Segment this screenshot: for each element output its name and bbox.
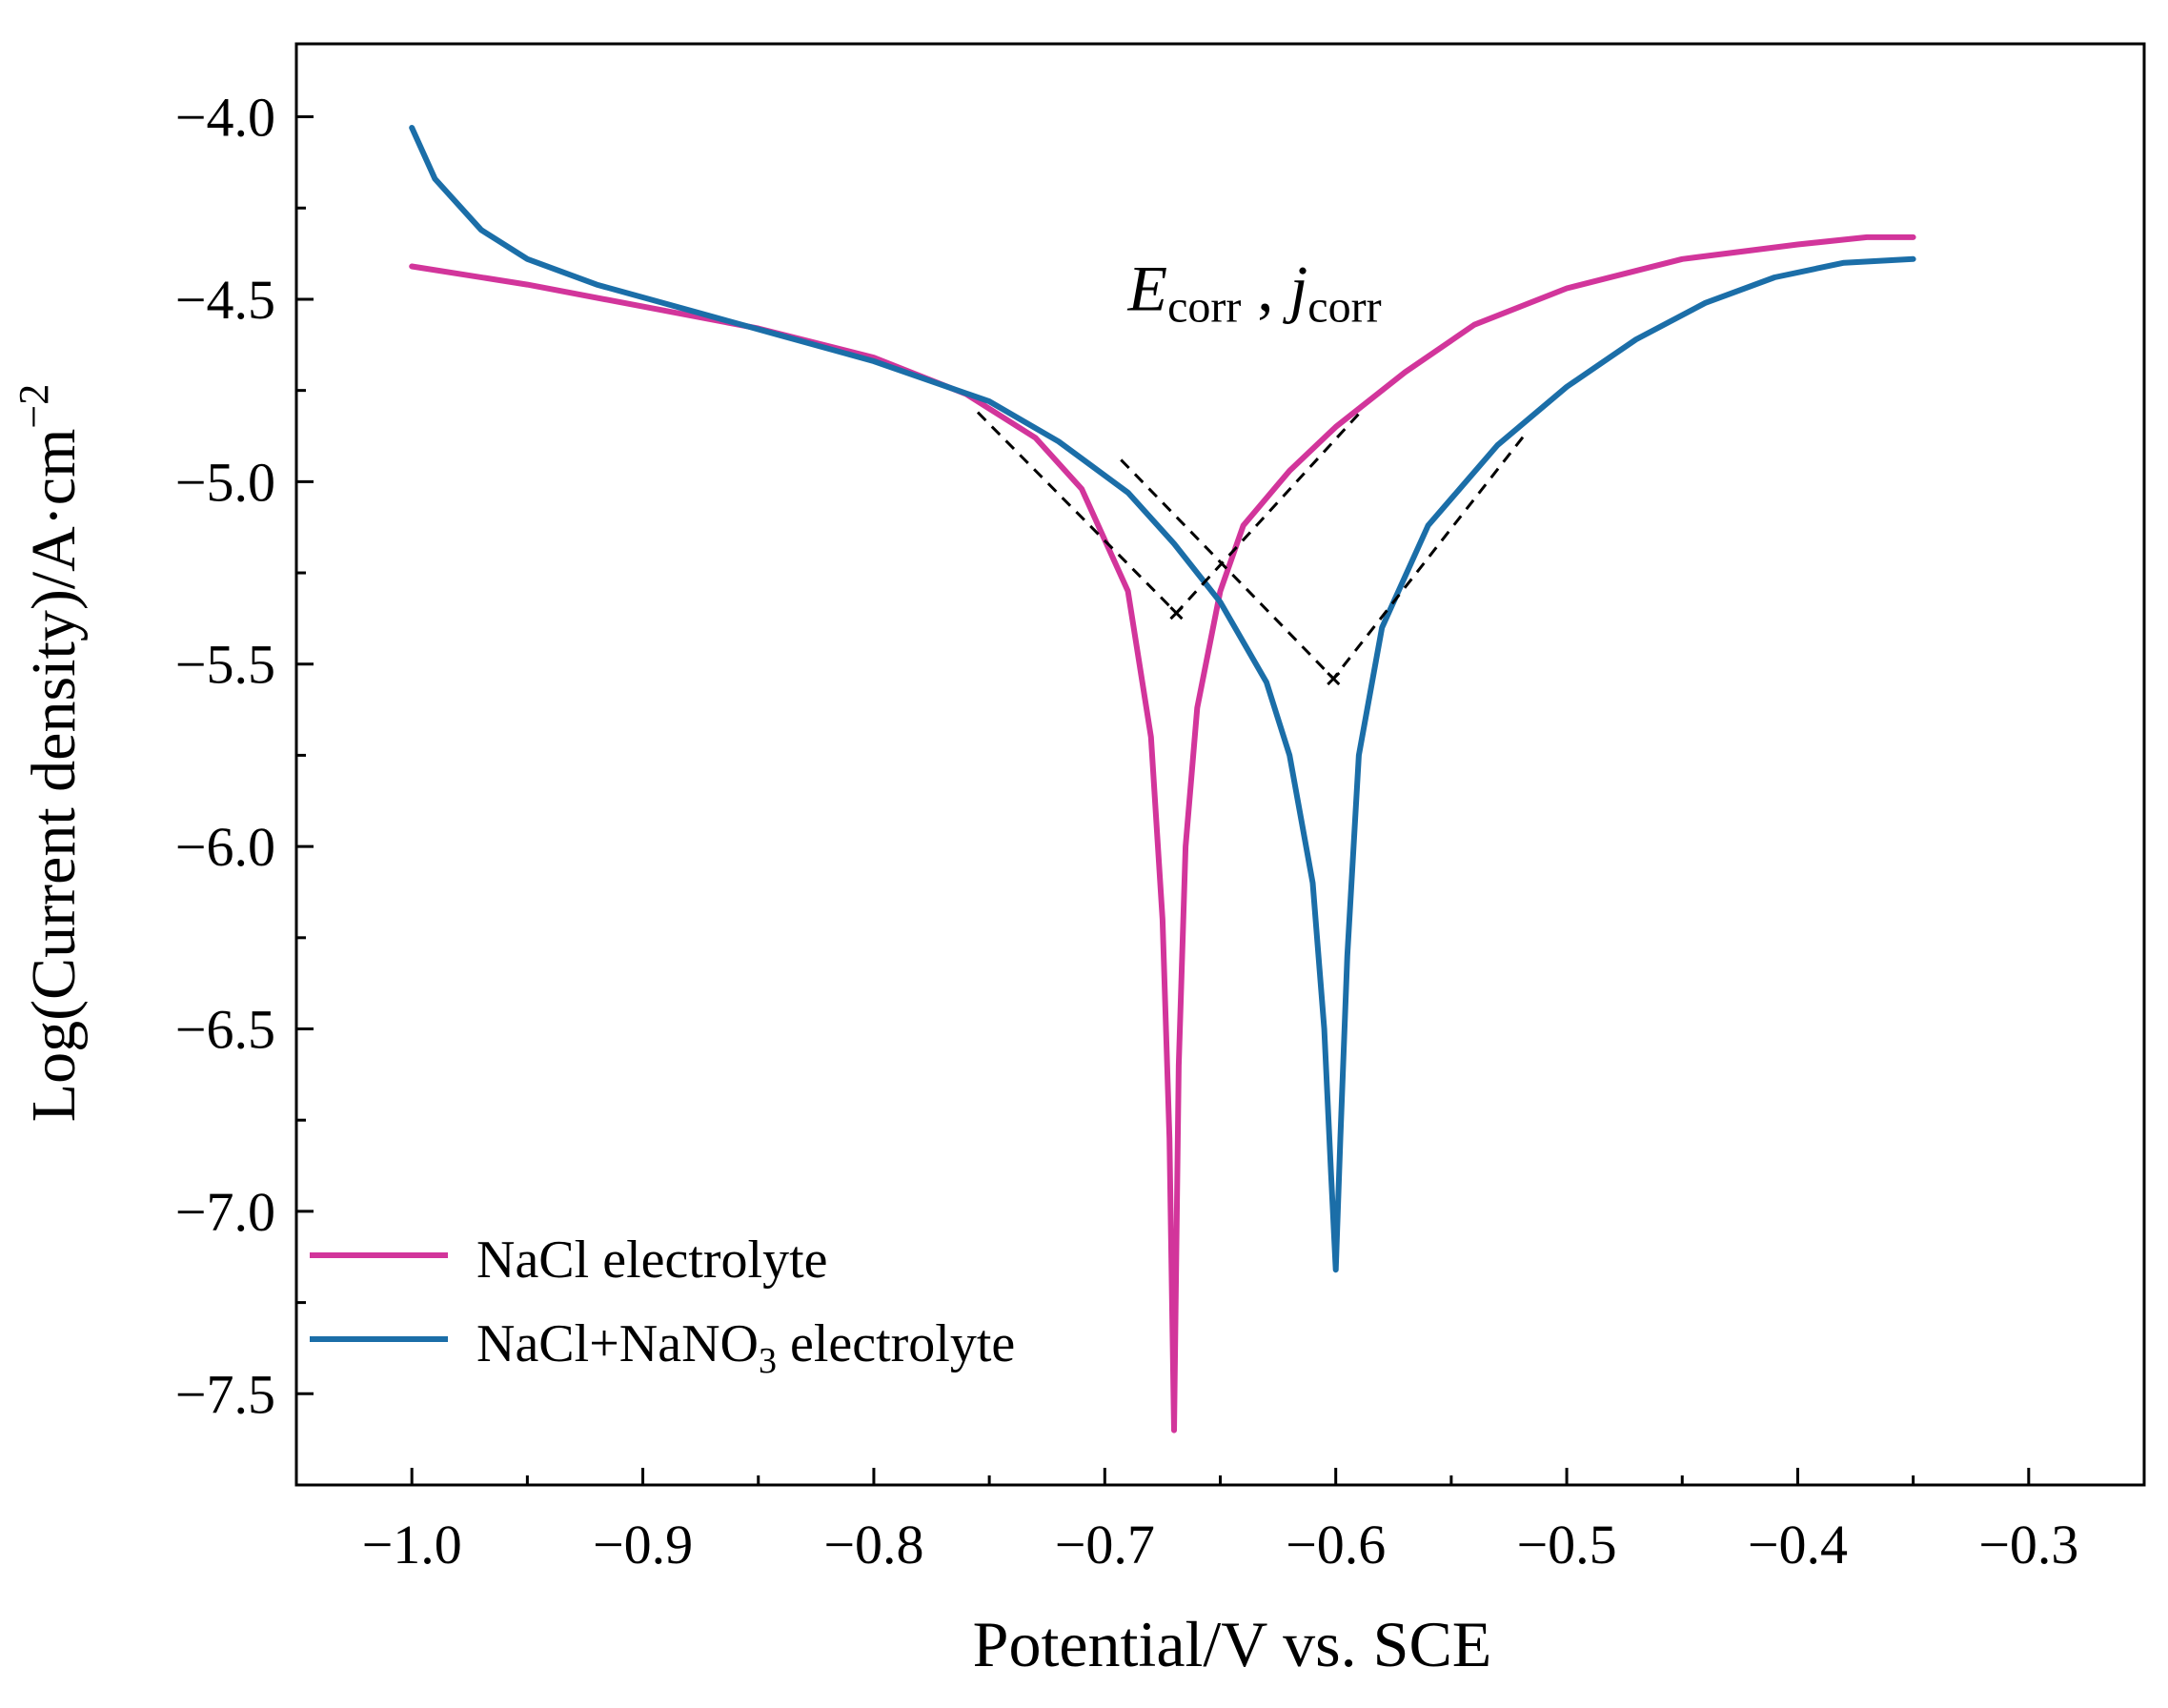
tafel-intersection-marker-0 <box>1169 606 1184 620</box>
legend-label-nacl-nano3-main: NaCl+NaNO <box>476 1314 759 1373</box>
axis-ticks <box>296 115 2031 1487</box>
y-tick-label: −6.0 <box>175 816 275 878</box>
ecorr-subscript: corr <box>1167 281 1241 332</box>
x-tick-label: −0.9 <box>593 1514 693 1576</box>
y-tick-label: −7.0 <box>175 1181 275 1243</box>
axis-tick-labels: −1.0 −0.9 −0.8 −0.7 −0.6 −0.5 −0.4 −0.3 −4.0 −4.5… <box>175 87 2079 1576</box>
legend-label-nacl: NaCl electrolyte <box>476 1230 828 1290</box>
jcorr-subscript: corr <box>1307 281 1381 332</box>
y-tick-label: −5.0 <box>175 451 275 513</box>
annotation-separator: , <box>1241 252 1289 324</box>
ecorr-letter: E <box>1127 252 1168 324</box>
x-tick-label: −0.7 <box>1055 1514 1155 1576</box>
y-tick-label: −4.0 <box>175 87 275 149</box>
data-series <box>409 125 1916 1434</box>
tafel-intersection-marker-1 <box>1327 671 1341 686</box>
y-axis-label-superscript: −2 <box>10 384 57 429</box>
y-tick-label: −7.5 <box>175 1363 275 1425</box>
x-axis-label: Potential/V vs. SCE <box>973 1608 1492 1680</box>
legend-label-nacl-nano3-tail: electrolyte <box>777 1314 1015 1373</box>
x-tick-label: −0.6 <box>1286 1514 1386 1576</box>
y-tick-label: −4.5 <box>175 269 275 331</box>
legend-label-nacl-nano3: NaCl+NaNO3 electrolyte <box>476 1314 1015 1381</box>
tafel-extrapolation-lines <box>976 407 1527 686</box>
legend-label-nacl-nano3-subscript: 3 <box>759 1341 777 1381</box>
y-tick-label: −5.5 <box>175 634 275 696</box>
legend: NaCl electrolyte NaCl+NaNO3 electrolyte <box>310 1230 1015 1381</box>
ecorr-jcorr-annotation: Ecorr , jcorr <box>1127 252 1382 332</box>
y-axis-label-main: Log(Current density)/A·cm <box>19 429 89 1123</box>
x-tick-label: −1.0 <box>362 1514 462 1576</box>
y-axis-label: Log(Current density)/A·cm−2 <box>10 384 89 1122</box>
x-tick-label: −0.5 <box>1516 1514 1616 1576</box>
x-tick-label: −0.8 <box>823 1514 923 1576</box>
y-tick-label: −6.5 <box>175 999 275 1061</box>
x-tick-label: −0.3 <box>1978 1514 2078 1576</box>
plot-frame <box>294 42 2146 1487</box>
x-tick-label: −0.4 <box>1748 1514 1848 1576</box>
series-line-1 <box>409 125 1916 1273</box>
